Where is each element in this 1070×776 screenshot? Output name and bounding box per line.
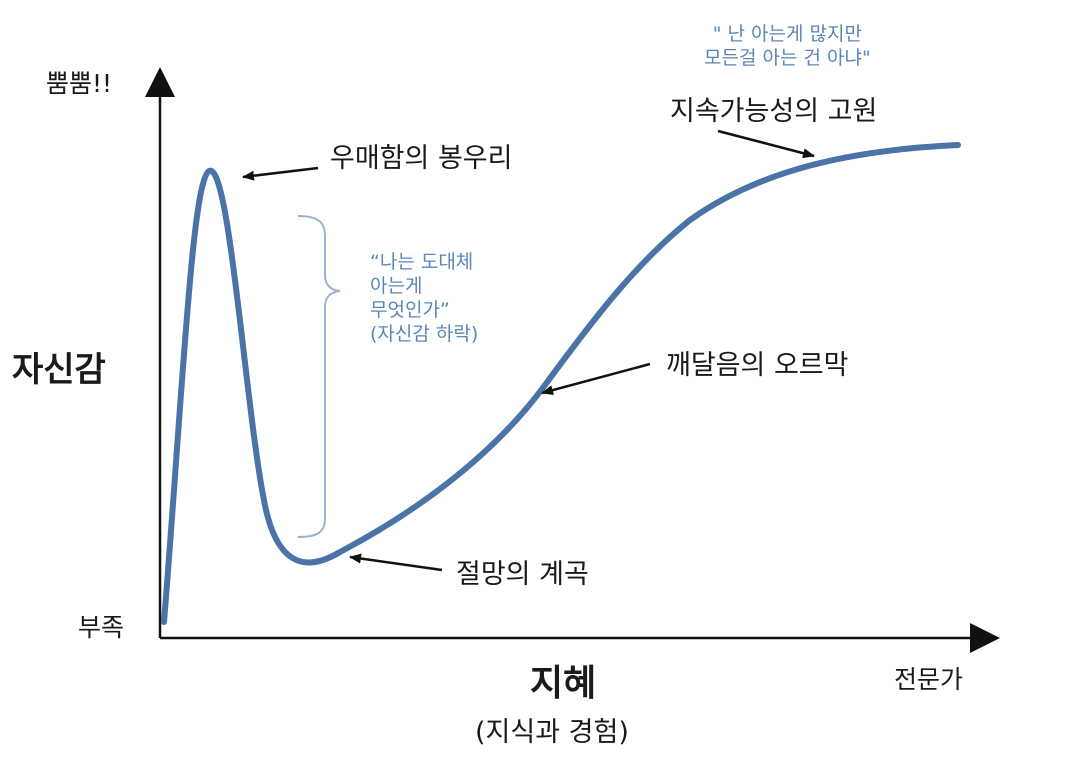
- peak-arrow: [242, 166, 319, 181]
- valley-arrow: [349, 553, 443, 572]
- drop-quote-line: 무엇인가”: [370, 299, 450, 321]
- confidence-curve: [161, 142, 961, 625]
- peak-label: 우매함의 봉우리: [330, 143, 513, 174]
- slope-label: 깨달음의 오르막: [666, 350, 849, 381]
- x-axis-right-label: 전문가: [894, 665, 964, 694]
- y-axis-bottom-label: 부족: [78, 613, 125, 642]
- y-axis-title: 자신감: [12, 350, 106, 390]
- plateau-quote: " 난 아는게 많지만 모든걸 아는 건 아냐": [704, 22, 871, 70]
- drop-brace: [297, 215, 341, 538]
- plateau-label: 지속가능성의 고원: [670, 96, 878, 127]
- plateau-arrow: [717, 129, 815, 159]
- plateau-quote-line: 모든걸 아는 건 아냐": [704, 47, 871, 69]
- x-axis-subtitle: (지식과 경험): [475, 717, 629, 748]
- x-axis-title: 지혜: [530, 663, 597, 704]
- plateau-quote-line: " 난 아는게 많지만: [712, 23, 862, 45]
- slope-arrow: [541, 362, 651, 395]
- drop-quote-line: 아는게: [370, 275, 423, 297]
- drop-quote-line: (자신감 하락): [370, 323, 479, 345]
- drop-quote: “나는 도대체 아는게 무엇인가” (자신감 하락): [370, 250, 478, 346]
- valley-label: 절망의 계곡: [456, 559, 589, 590]
- drop-quote-line: “나는 도대체: [370, 251, 474, 273]
- y-axis-top-label: 뿜뿜!!: [46, 69, 113, 98]
